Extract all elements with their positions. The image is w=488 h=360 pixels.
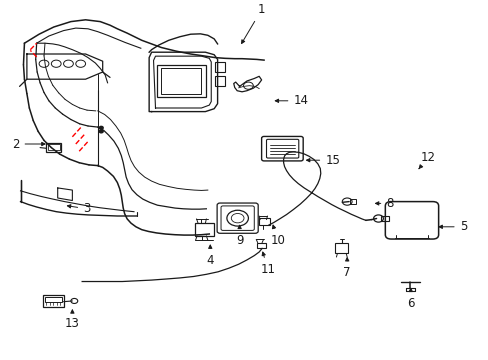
Text: 10: 10	[270, 225, 285, 247]
Text: 9: 9	[235, 225, 243, 247]
Text: 7: 7	[343, 258, 350, 279]
Bar	[215, 76, 224, 86]
Bar	[335, 243, 347, 253]
Text: 3: 3	[67, 202, 90, 215]
Text: 13: 13	[65, 310, 80, 330]
Bar	[259, 218, 269, 225]
Bar	[381, 216, 388, 221]
Bar	[43, 295, 63, 307]
Bar	[46, 143, 61, 152]
Bar	[194, 223, 214, 236]
Text: 5: 5	[438, 220, 466, 233]
Bar	[215, 62, 224, 72]
Text: 11: 11	[260, 252, 275, 276]
Bar	[45, 297, 61, 302]
Circle shape	[99, 126, 103, 129]
Text: 4: 4	[206, 245, 214, 267]
Circle shape	[99, 130, 103, 133]
Text: 6: 6	[406, 288, 414, 310]
Text: 2: 2	[12, 138, 45, 150]
Bar	[349, 199, 355, 204]
Bar	[48, 144, 60, 150]
Text: 8: 8	[375, 197, 393, 210]
Text: 14: 14	[275, 94, 308, 107]
Text: 1: 1	[241, 3, 265, 44]
Text: 12: 12	[418, 151, 435, 169]
Bar	[161, 68, 201, 94]
Bar	[157, 65, 206, 97]
Text: 15: 15	[306, 154, 339, 167]
Bar	[256, 243, 265, 248]
